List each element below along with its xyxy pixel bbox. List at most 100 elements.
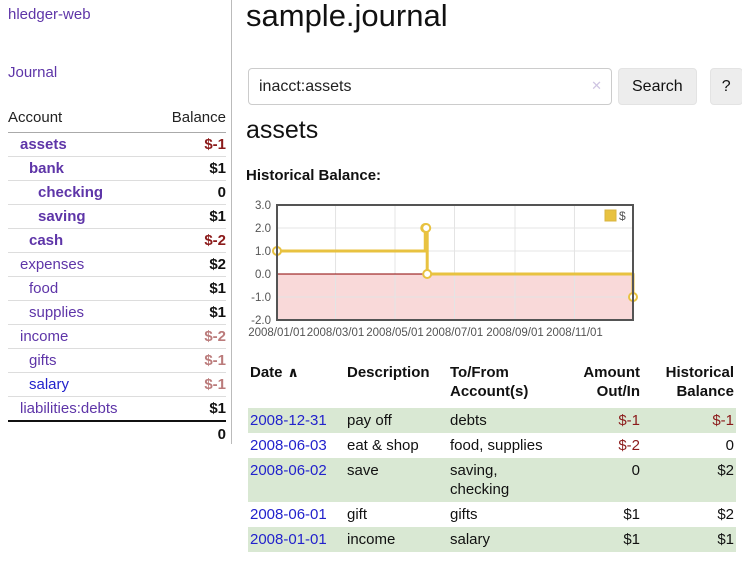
data-point bbox=[421, 223, 432, 233]
account-balance: $1 bbox=[153, 156, 226, 181]
app-title-link[interactable]: hledger-web bbox=[8, 6, 91, 23]
account-balance: $-1 bbox=[153, 372, 226, 397]
transaction-balance: $2 bbox=[717, 506, 734, 523]
transaction-amount: 0 bbox=[631, 462, 640, 479]
transaction-row: 2008-06-02 save saving, checking 0 $2 bbox=[248, 458, 736, 502]
account-link[interactable]: liabilities:debts bbox=[20, 400, 118, 417]
help-button[interactable]: ? bbox=[709, 68, 742, 105]
account-link[interactable]: saving bbox=[38, 208, 86, 225]
x-axis-tick-label: 2008/09/01 bbox=[486, 327, 544, 339]
account-title: assets bbox=[246, 116, 319, 144]
transaction-description: income bbox=[347, 531, 396, 548]
transaction-accounts: food, supplies bbox=[450, 437, 543, 454]
y-axis-tick-label: 1.0 bbox=[255, 246, 271, 258]
account-balance: 0 bbox=[153, 180, 226, 205]
account-balance: $-2 bbox=[153, 228, 226, 253]
transaction-date-link[interactable]: 2008-01-01 bbox=[250, 531, 327, 548]
transaction-date-link[interactable]: 2008-06-01 bbox=[250, 506, 327, 523]
account-balance: $-1 bbox=[153, 348, 226, 373]
transaction-balance: $-1 bbox=[712, 412, 734, 429]
search-bar: ✕ Search ? bbox=[248, 68, 742, 105]
transaction-date-link[interactable]: 2008-06-02 bbox=[250, 462, 327, 479]
x-axis-tick-label: 2008/05/01 bbox=[366, 327, 424, 339]
register-header-amount: Amount Out/In bbox=[583, 364, 640, 400]
transaction-description: gift bbox=[347, 506, 368, 523]
account-row: supplies $1 bbox=[8, 300, 226, 325]
transaction-row: 2008-06-01 gift gifts $1 $2 bbox=[248, 502, 736, 527]
search-input[interactable] bbox=[248, 68, 612, 105]
account-row: expenses $2 bbox=[8, 252, 226, 277]
transaction-balance: $2 bbox=[717, 462, 734, 479]
legend-label: $ bbox=[619, 209, 626, 223]
account-link[interactable]: expenses bbox=[20, 256, 85, 273]
journal-link[interactable]: Journal bbox=[8, 64, 58, 81]
account-link[interactable]: supplies bbox=[29, 304, 85, 321]
search-input-wrap: ✕ bbox=[248, 68, 612, 105]
transaction-row: 2008-12-31 pay off debts $-1 $-1 bbox=[248, 408, 736, 433]
account-balance: $1 bbox=[153, 276, 226, 301]
plot-border bbox=[276, 204, 634, 321]
transaction-date-link[interactable]: 2008-06-03 bbox=[250, 437, 327, 454]
transaction-amount: $-2 bbox=[618, 437, 640, 454]
x-axis-tick-label: 2008/01/01 bbox=[248, 327, 306, 339]
accounts-header-balance: Balance bbox=[153, 104, 226, 133]
account-link[interactable]: checking bbox=[38, 184, 104, 201]
register-header-accounts: To/From Account(s) bbox=[450, 364, 529, 400]
account-row: saving $1 bbox=[8, 204, 226, 229]
register-header-date[interactable]: Date ∧ bbox=[248, 360, 345, 408]
transaction-row: 2008-01-01 income salary $1 $1 bbox=[248, 527, 736, 552]
accounts-table: Account Balance assets $-1 bank $1 check… bbox=[8, 104, 226, 447]
account-row: bank $1 bbox=[8, 156, 226, 181]
account-link[interactable]: gifts bbox=[29, 352, 57, 369]
accounts-total-spacer bbox=[8, 420, 154, 447]
account-balance: $1 bbox=[153, 204, 226, 229]
account-row: gifts $-1 bbox=[8, 348, 226, 373]
register-header-date-label: Date bbox=[250, 364, 283, 381]
sort-ascending-icon: ∧ bbox=[287, 364, 299, 380]
transaction-date-link[interactable]: 2008-12-31 bbox=[250, 412, 327, 429]
transaction-amount: $1 bbox=[623, 506, 640, 523]
transaction-accounts: saving, checking bbox=[450, 462, 510, 498]
x-axis-tick-label: 2008/07/01 bbox=[426, 327, 484, 339]
account-balance: $1 bbox=[209, 400, 226, 417]
y-axis-tick-label: 2.0 bbox=[255, 223, 271, 235]
account-link[interactable]: assets bbox=[20, 136, 67, 153]
transaction-accounts: salary bbox=[450, 531, 491, 548]
account-link[interactable]: bank bbox=[29, 160, 65, 177]
account-link[interactable]: income bbox=[20, 328, 69, 345]
transaction-accounts: debts bbox=[450, 412, 487, 429]
account-link[interactable]: salary bbox=[29, 376, 70, 393]
x-axis-tick-label: 2008/03/01 bbox=[307, 327, 365, 339]
account-row: assets $-1 bbox=[8, 132, 226, 157]
account-row: liabilities:debts $1 bbox=[8, 397, 226, 422]
historical-balance-chart: $3.0 2.0 1.0 0.0 -1.0 -2.0 2008/01/01 2008/03/0… bbox=[243, 197, 643, 343]
search-button[interactable]: Search bbox=[618, 68, 697, 105]
transaction-amount: $-1 bbox=[618, 412, 640, 429]
account-link[interactable]: cash bbox=[29, 232, 64, 249]
sidebar: hledger-web Journal Account Balance asse… bbox=[0, 0, 231, 582]
x-axis-tick-label: 2008/11/01 bbox=[546, 327, 603, 339]
account-balance: $1 bbox=[153, 300, 226, 325]
transaction-description: pay off bbox=[347, 412, 392, 429]
accounts-total-row: 0 bbox=[8, 420, 226, 447]
account-row: salary $-1 bbox=[8, 372, 226, 397]
transaction-description: eat & shop bbox=[347, 437, 419, 454]
accounts-total-balance: 0 bbox=[153, 420, 226, 447]
clear-search-icon[interactable]: ✕ bbox=[591, 78, 602, 93]
register-header-row: Date ∧ Description To/From Account(s) Amo… bbox=[248, 360, 736, 408]
accounts-tbody: assets $-1 bank $1 checking 0 saving $1 … bbox=[8, 132, 226, 422]
y-axis-tick-label: -1.0 bbox=[251, 292, 271, 304]
account-row: income $-2 bbox=[8, 324, 226, 349]
page-title: sample.journal bbox=[246, 0, 448, 33]
register-table: Date ∧ Description To/From Account(s) Amo… bbox=[248, 360, 736, 552]
register-header-balance: Historical Balance bbox=[665, 364, 734, 400]
sidebar-nav: Journal bbox=[8, 64, 57, 81]
account-balance: $2 bbox=[153, 252, 226, 277]
accounts-header-row: Account Balance bbox=[8, 104, 226, 133]
transaction-description: save bbox=[347, 462, 379, 479]
transaction-amount: $1 bbox=[623, 531, 640, 548]
register-header-description: Description bbox=[347, 364, 430, 381]
y-axis-tick-label: -2.0 bbox=[251, 315, 271, 327]
account-link[interactable]: food bbox=[29, 280, 59, 297]
